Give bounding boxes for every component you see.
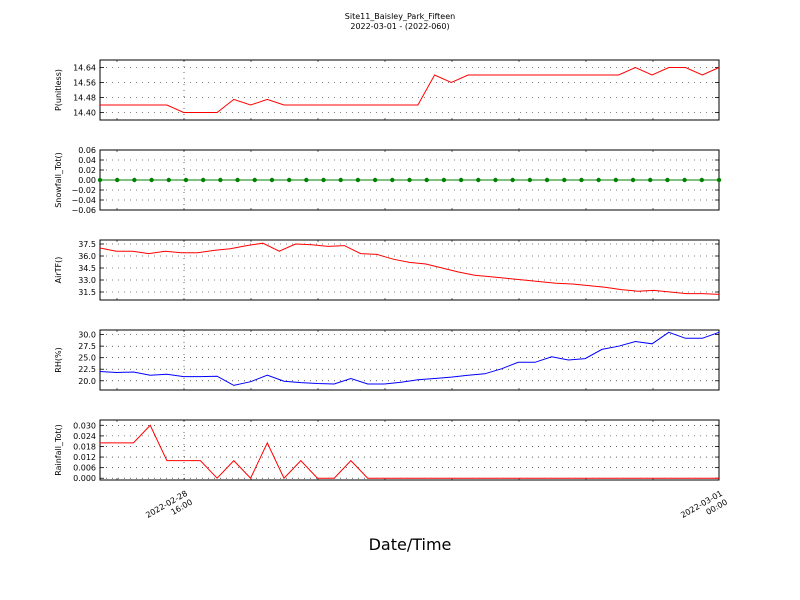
series-marker <box>424 177 429 183</box>
series-marker <box>544 177 550 183</box>
series-marker <box>183 177 189 183</box>
series-marker <box>699 177 705 183</box>
series-marker <box>132 177 137 183</box>
y-axis-label: Rainfall_Tot() <box>54 424 63 476</box>
series-marker <box>579 177 584 183</box>
series-marker <box>372 177 378 183</box>
series-marker <box>493 177 498 183</box>
y-tick-label: 25.0 <box>78 354 96 363</box>
y-tick-label: 14.56 <box>73 79 96 88</box>
plot-frame <box>99 329 720 391</box>
y-tick-label: 30.0 <box>78 331 96 340</box>
series-marker <box>390 177 395 183</box>
plot-frame <box>99 59 720 121</box>
subplot-1: 14.40 14.48 14.56 14.64 P(unitless) <box>54 59 720 121</box>
y-tick-label: 0.06 <box>78 146 96 155</box>
y-tick-label: 0.00 <box>78 176 96 185</box>
series-line <box>99 331 720 386</box>
series-marker <box>114 177 120 183</box>
series-marker <box>321 177 326 183</box>
series-marker <box>218 177 223 183</box>
series-marker <box>97 177 103 183</box>
y-tick-label: 27.5 <box>78 342 96 351</box>
y-tick-label: 20.0 <box>78 377 96 386</box>
series-marker <box>269 177 275 183</box>
series-marker <box>562 177 567 183</box>
series-marker <box>252 177 257 183</box>
series-line <box>100 66 720 113</box>
series-marker <box>476 177 481 183</box>
series-marker <box>510 177 515 183</box>
y-tick-label: 14.48 <box>73 94 96 103</box>
series-marker <box>149 177 154 183</box>
series-marker <box>286 177 292 183</box>
x-tick-label: 2022-02-2816:00 <box>144 489 194 529</box>
subplot-3: 31.5 33.0 34.5 36.0 37.5 AirTF() <box>54 239 720 301</box>
series-line <box>99 242 720 295</box>
y-tick-label: −0.06 <box>71 206 96 215</box>
x-tick-label: 2022-03-0100:00 <box>679 489 729 529</box>
y-tick-label: 36.0 <box>78 252 96 261</box>
plot-frame <box>99 419 720 481</box>
series-marker <box>630 177 636 183</box>
y-tick-label: 22.5 <box>78 365 96 374</box>
y-tick-label: 0.02 <box>78 166 96 175</box>
subplot-2: −0.06−0.04−0.020.000.020.040.06 Snowfall_… <box>54 146 722 215</box>
series-marker <box>441 177 447 183</box>
series-marker <box>527 177 533 183</box>
series-marker <box>648 177 653 183</box>
series-line <box>100 424 719 480</box>
figure-title-line-1: Site11_Baisley_Park_Fifteen <box>345 12 455 21</box>
series-marker <box>407 177 412 183</box>
plot-frame <box>99 239 720 301</box>
subplot-stack: 14.4014.4814.5614.64P(unitless)−0.06−0.0… <box>54 59 722 483</box>
series-marker <box>338 177 343 183</box>
series-marker <box>596 177 601 183</box>
y-axis-label: Snowfall_Tot() <box>54 152 63 208</box>
y-tick-label: 34.5 <box>78 264 96 273</box>
series-marker <box>355 177 361 183</box>
series-marker <box>716 177 722 183</box>
y-axis-label: P(unitless) <box>54 69 63 111</box>
y-tick-label: −0.02 <box>71 186 96 195</box>
y-tick-label: 0.006 <box>73 464 96 473</box>
series-marker <box>682 177 687 183</box>
series-marker <box>665 177 670 183</box>
figure-title-line-2: 2022-03-01 - (2022-060) <box>350 22 449 31</box>
x-tick-labels: 2022-02-2816:00 2022-03-0100:00 <box>144 489 729 529</box>
y-tick-label: 0.030 <box>73 421 96 430</box>
y-tick-label: 33.0 <box>78 276 96 285</box>
series-marker <box>458 177 464 183</box>
subplot-4: 20.0 22.5 25.0 27.5 30.0 RH(%) <box>54 329 720 391</box>
y-tick-label: −0.04 <box>71 196 96 205</box>
y-tick-label: 37.5 <box>78 240 96 249</box>
y-tick-label: 14.64 <box>73 64 96 73</box>
series-marker <box>200 177 206 183</box>
series-marker <box>613 177 619 183</box>
y-tick-label: 0.018 <box>73 442 96 451</box>
y-tick-label: 0.012 <box>73 453 96 462</box>
series-marker <box>166 177 171 183</box>
y-axis-label: AirTF() <box>54 257 63 284</box>
series-marker <box>235 177 240 183</box>
y-axis-label: RH(%) <box>54 347 63 372</box>
x-axis-label: Date/Time <box>369 535 452 554</box>
y-tick-label: 14.40 <box>73 109 96 118</box>
y-tick-label: 0.000 <box>73 474 96 483</box>
y-tick-label: 31.5 <box>78 288 96 297</box>
y-tick-label: 0.04 <box>78 156 96 165</box>
series-marker <box>304 177 309 183</box>
y-tick-label: 0.024 <box>73 432 96 441</box>
